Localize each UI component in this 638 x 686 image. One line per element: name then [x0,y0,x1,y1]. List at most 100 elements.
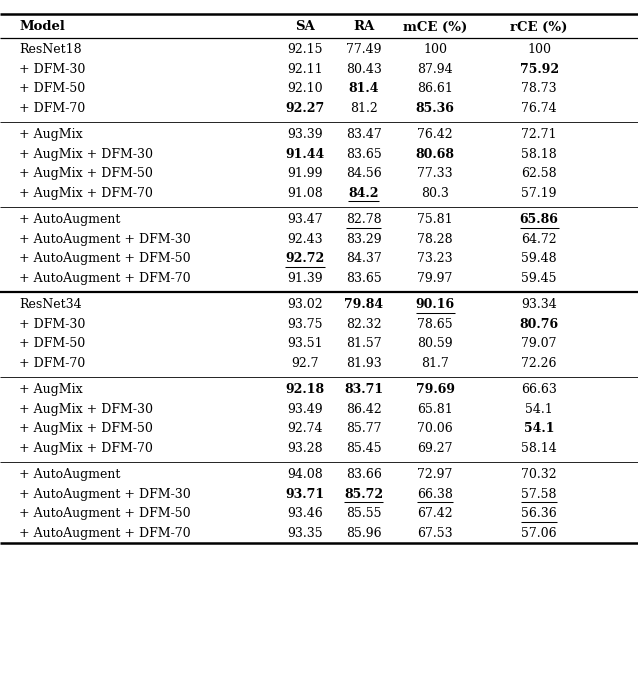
Text: + DFM-70: + DFM-70 [19,357,85,370]
Text: 85.72: 85.72 [344,488,383,501]
Text: 78.28: 78.28 [417,233,453,246]
Text: 94.08: 94.08 [287,469,323,482]
Text: 85.36: 85.36 [416,102,454,115]
Text: 59.45: 59.45 [521,272,557,285]
Text: 57.58: 57.58 [521,488,557,501]
Text: 100: 100 [527,43,551,56]
Text: 81.7: 81.7 [421,357,449,370]
Text: 87.94: 87.94 [417,62,453,75]
Text: 93.35: 93.35 [287,527,323,540]
Text: 65.81: 65.81 [417,403,453,416]
Text: RA: RA [353,21,375,34]
Text: 56.36: 56.36 [521,507,557,520]
Text: 83.66: 83.66 [346,469,382,482]
Text: 85.45: 85.45 [346,442,382,455]
Text: + AugMix + DFM-50: + AugMix + DFM-50 [19,423,153,435]
Text: 79.07: 79.07 [521,338,557,351]
Text: 69.27: 69.27 [417,442,453,455]
Text: 81.2: 81.2 [350,102,378,115]
Text: 85.96: 85.96 [346,527,382,540]
Text: 93.75: 93.75 [287,318,323,331]
Text: 64.72: 64.72 [521,233,557,246]
Text: 93.71: 93.71 [285,488,325,501]
Text: 92.15: 92.15 [287,43,323,56]
Text: + DFM-50: + DFM-50 [19,338,85,351]
Text: mCE (%): mCE (%) [403,21,467,34]
Text: 93.47: 93.47 [287,213,323,226]
Text: 93.51: 93.51 [287,338,323,351]
Text: Model: Model [19,21,65,34]
Text: 92.43: 92.43 [287,233,323,246]
Text: 93.39: 93.39 [287,128,323,141]
Text: + AutoAugment + DFM-70: + AutoAugment + DFM-70 [19,527,191,540]
Text: 91.99: 91.99 [287,167,323,180]
Text: 80.43: 80.43 [346,62,382,75]
Text: 91.08: 91.08 [287,187,323,200]
Text: + DFM-30: + DFM-30 [19,62,85,75]
Text: 85.55: 85.55 [346,507,382,520]
Text: 92.27: 92.27 [285,102,325,115]
Text: 92.72: 92.72 [285,252,325,265]
Text: 72.97: 72.97 [417,469,453,482]
Text: 82.32: 82.32 [346,318,382,331]
Text: 93.49: 93.49 [287,403,323,416]
Text: 66.38: 66.38 [417,488,453,501]
Text: 59.48: 59.48 [521,252,557,265]
Text: 92.7: 92.7 [291,357,319,370]
Text: 86.61: 86.61 [417,82,453,95]
Text: + AugMix + DFM-30: + AugMix + DFM-30 [19,147,153,161]
Text: + AugMix + DFM-50: + AugMix + DFM-50 [19,167,153,180]
Text: 84.37: 84.37 [346,252,382,265]
Text: 85.77: 85.77 [346,423,382,435]
Text: 79.84: 79.84 [344,298,383,311]
Text: + DFM-70: + DFM-70 [19,102,85,115]
Text: 80.76: 80.76 [519,318,559,331]
Text: 93.28: 93.28 [287,442,323,455]
Text: 62.58: 62.58 [521,167,557,180]
Text: 67.53: 67.53 [417,527,453,540]
Text: 77.49: 77.49 [346,43,382,56]
Text: 90.16: 90.16 [415,298,455,311]
Text: 100: 100 [423,43,447,56]
Text: 93.34: 93.34 [521,298,557,311]
Text: 65.86: 65.86 [520,213,558,226]
Text: 93.02: 93.02 [287,298,323,311]
Text: 81.93: 81.93 [346,357,382,370]
Text: 76.74: 76.74 [521,102,557,115]
Text: 91.39: 91.39 [287,272,323,285]
Text: 78.73: 78.73 [521,82,557,95]
Text: 86.42: 86.42 [346,403,382,416]
Text: 83.29: 83.29 [346,233,382,246]
Text: 67.42: 67.42 [417,507,453,520]
Text: 58.18: 58.18 [521,147,557,161]
Text: ResNet34: ResNet34 [19,298,82,311]
Text: 75.92: 75.92 [519,62,559,75]
Text: + DFM-30: + DFM-30 [19,318,85,331]
Text: 75.81: 75.81 [417,213,453,226]
Text: 80.3: 80.3 [421,187,449,200]
Text: + DFM-50: + DFM-50 [19,82,85,95]
Text: 57.19: 57.19 [521,187,557,200]
Text: 83.65: 83.65 [346,272,382,285]
Text: + AugMix: + AugMix [19,128,83,141]
Text: 84.56: 84.56 [346,167,382,180]
Text: 81.4: 81.4 [348,82,379,95]
Text: 54.1: 54.1 [525,403,553,416]
Text: 54.1: 54.1 [524,423,554,435]
Text: 78.65: 78.65 [417,318,453,331]
Text: + AutoAugment + DFM-50: + AutoAugment + DFM-50 [19,507,191,520]
Text: rCE (%): rCE (%) [510,21,568,34]
Text: 58.14: 58.14 [521,442,557,455]
Text: + AugMix + DFM-70: + AugMix + DFM-70 [19,187,153,200]
Text: 83.65: 83.65 [346,147,382,161]
Text: + AutoAugment + DFM-30: + AutoAugment + DFM-30 [19,233,191,246]
Text: 91.44: 91.44 [285,147,325,161]
Text: 77.33: 77.33 [417,167,453,180]
Text: 92.11: 92.11 [287,62,323,75]
Text: 92.18: 92.18 [285,383,325,397]
Text: 92.74: 92.74 [287,423,323,435]
Text: + AutoAugment + DFM-50: + AutoAugment + DFM-50 [19,252,191,265]
Text: 57.06: 57.06 [521,527,557,540]
Text: 79.97: 79.97 [417,272,453,285]
Text: 72.71: 72.71 [521,128,557,141]
